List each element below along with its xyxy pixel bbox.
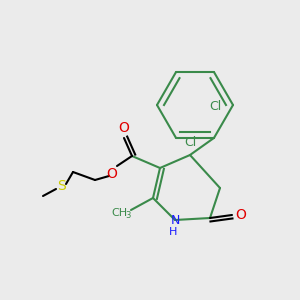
Text: N: N — [170, 214, 180, 226]
Text: O: O — [236, 208, 246, 222]
Text: Cl: Cl — [209, 100, 221, 113]
Text: O: O — [106, 167, 117, 181]
Text: 3: 3 — [125, 212, 131, 220]
Text: Cl: Cl — [184, 136, 196, 149]
Text: CH: CH — [111, 208, 127, 218]
Text: O: O — [118, 121, 129, 135]
Text: S: S — [57, 179, 65, 193]
Text: H: H — [169, 227, 177, 237]
